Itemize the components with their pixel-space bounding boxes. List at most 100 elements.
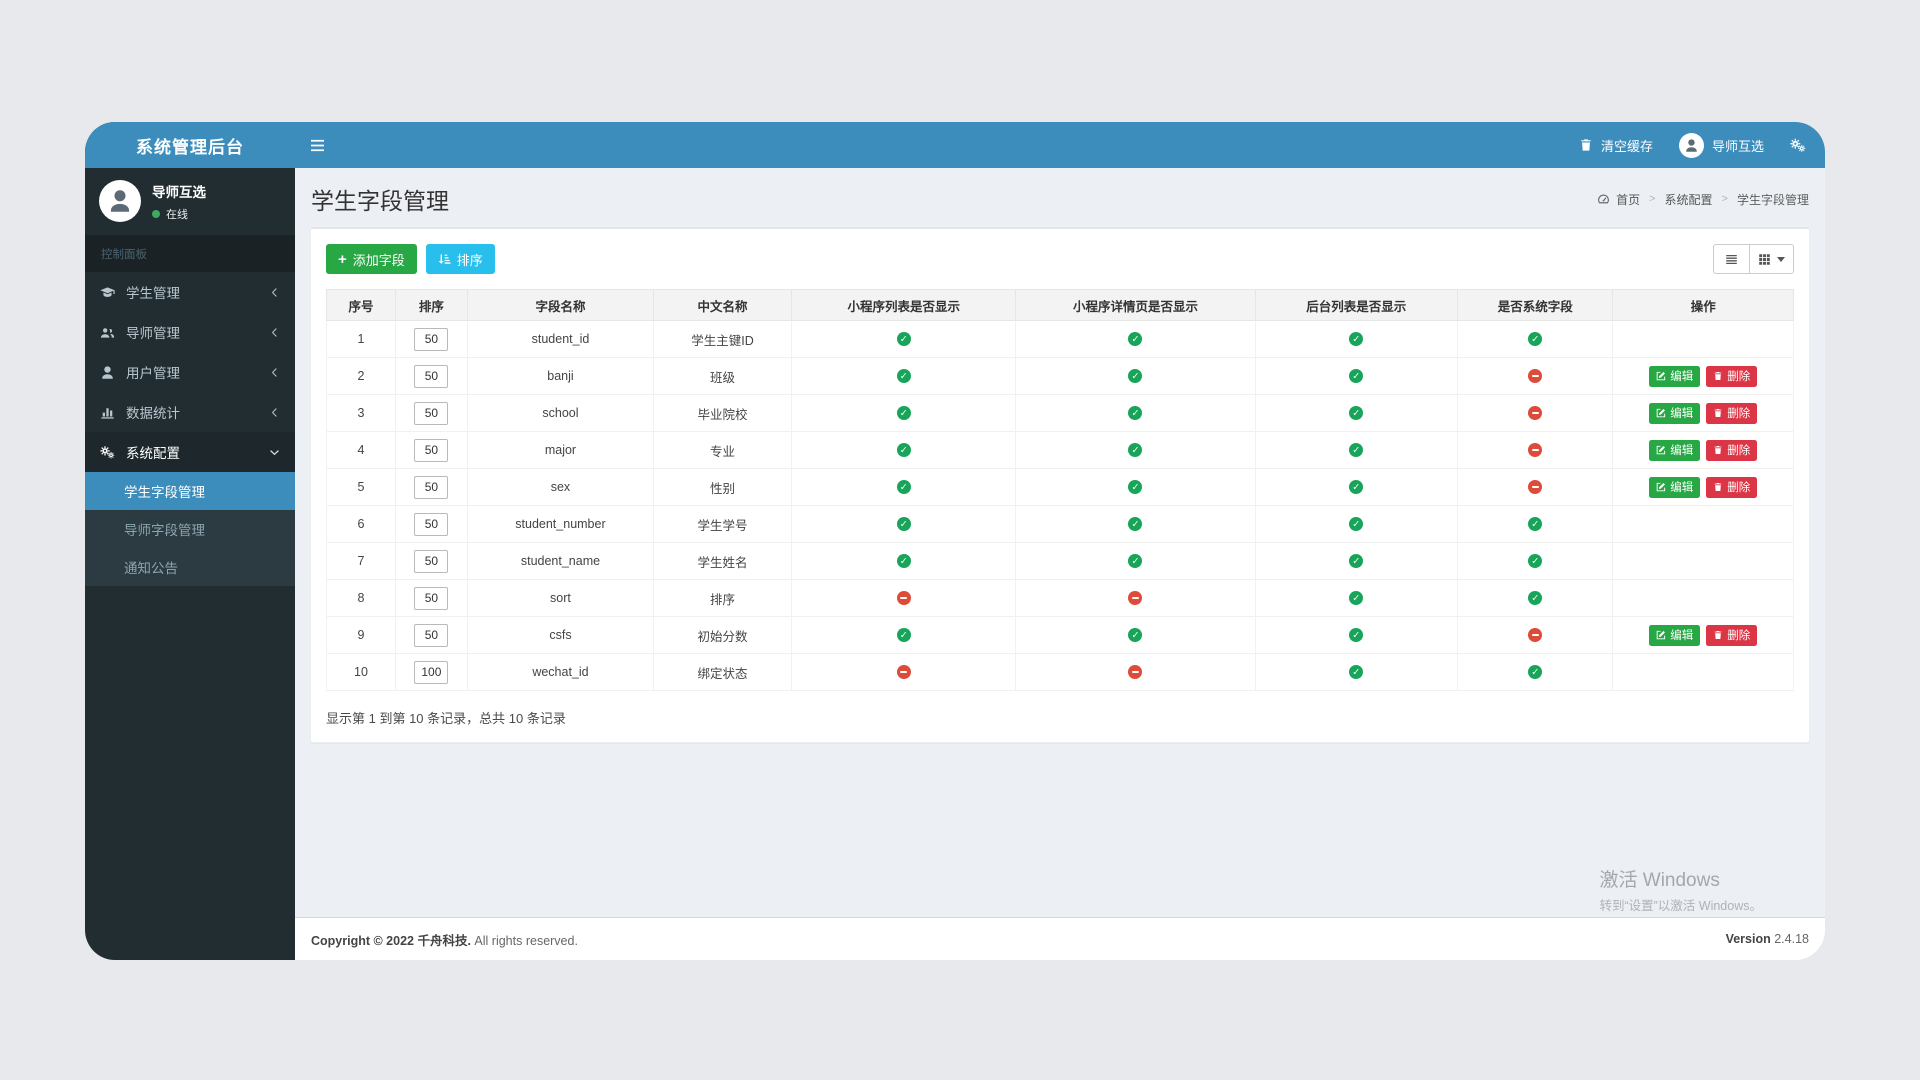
cell-field-name: student_number (466, 505, 655, 543)
sort-input[interactable] (414, 623, 449, 647)
col-mini-detail: 小程序详情页是否显示 (1015, 289, 1256, 321)
settings-button[interactable] (1777, 122, 1819, 168)
submenu-item-mentor-fields[interactable]: 导师字段管理 (124, 523, 205, 538)
check-circle-icon: ✓ (1528, 554, 1543, 569)
cell-status (1456, 431, 1614, 469)
cell-seq: 10 (326, 653, 396, 691)
sort-input[interactable] (414, 438, 449, 462)
sort-input[interactable] (414, 512, 449, 536)
sort-input[interactable] (414, 549, 449, 573)
cell-sort (394, 579, 468, 617)
sort-button[interactable]: 排序 (425, 244, 495, 274)
cell-sort (394, 542, 468, 580)
sort-input[interactable] (414, 475, 449, 499)
users-icon (100, 325, 115, 340)
cell-status (1015, 579, 1256, 617)
edit-button[interactable]: 编辑 (1649, 402, 1701, 424)
sidebar-item-label: 学生管理 (126, 286, 180, 301)
watermark-line1: 激活 Windows (1599, 870, 1720, 891)
minus-circle-icon (1128, 665, 1143, 680)
sidebar-item-statistics[interactable]: 数据统计 (85, 392, 295, 432)
delete-button[interactable]: 删除 (1706, 624, 1758, 646)
delete-button[interactable]: 删除 (1706, 476, 1758, 498)
check-circle-icon: ✓ (896, 554, 911, 569)
cell-cn-name: 班级 (653, 357, 792, 395)
sidebar-item-user-mgmt[interactable]: 用户管理 (85, 352, 295, 392)
sort-input[interactable] (414, 327, 449, 351)
sidebar-item-label: 系统配置 (126, 446, 180, 461)
submenu-item-notices[interactable]: 通知公告 (124, 561, 178, 576)
sidebar-item-student-mgmt[interactable]: 学生管理 (85, 272, 295, 312)
cell-field-name: csfs (466, 616, 655, 654)
edit-button[interactable]: 编辑 (1649, 365, 1701, 387)
cell-status: ✓ (1015, 394, 1256, 432)
check-circle-icon: ✓ (1528, 665, 1543, 680)
bar-chart-icon (100, 405, 115, 420)
check-circle-icon: ✓ (1128, 443, 1143, 458)
edit-label: 编辑 (1670, 482, 1694, 494)
clear-cache-button[interactable]: 清空缓存 (1566, 122, 1666, 168)
cell-status: ✓ (1254, 542, 1458, 580)
cell-status: ✓ (790, 431, 1017, 469)
top-navbar: 清空缓存 导师互选 (295, 122, 1825, 168)
sort-input[interactable] (414, 586, 449, 610)
col-cn-name: 中文名称 (653, 289, 792, 321)
cell-cn-name: 专业 (653, 431, 792, 469)
cell-seq: 2 (326, 357, 396, 395)
cell-cn-name: 学生主键ID (653, 320, 792, 358)
edit-button[interactable]: 编辑 (1649, 476, 1701, 498)
app-window: 系统管理后台 导师互选 在线 控制面板 学生管理 导师管理 (85, 122, 1825, 960)
sort-input[interactable] (414, 401, 449, 425)
check-circle-icon: ✓ (1128, 554, 1143, 569)
sidebar-item-mentor-mgmt[interactable]: 导师管理 (85, 312, 295, 352)
sidebar-toggle-button[interactable] (310, 122, 340, 168)
trash-icon (1713, 630, 1723, 640)
sidebar-item-label: 导师管理 (126, 326, 180, 341)
user-menu-button[interactable]: 导师互选 (1666, 122, 1777, 168)
columns-dropdown-button[interactable] (1749, 244, 1794, 274)
minus-circle-icon (1528, 406, 1543, 421)
chevron-left-icon (269, 287, 280, 298)
sort-input[interactable] (414, 660, 449, 684)
version-label: Version (1725, 932, 1771, 946)
check-circle-icon: ✓ (1349, 665, 1364, 680)
cell-status: ✓ (1015, 616, 1256, 654)
caret-down-icon (1777, 256, 1785, 262)
col-is-system: 是否系统字段 (1456, 289, 1614, 321)
sidebar-item-label: 数据统计 (126, 406, 180, 421)
sidebar-user-name: 导师互选 (152, 184, 206, 200)
sidebar-item-system-config[interactable]: 系统配置 (85, 432, 295, 472)
check-circle-icon: ✓ (896, 480, 911, 495)
cell-status: ✓ (1015, 320, 1256, 358)
delete-button[interactable]: 删除 (1706, 365, 1758, 387)
sidebar-item-label: 用户管理 (126, 366, 180, 381)
cell-actions: 编辑 删除 (1612, 394, 1794, 432)
minus-circle-icon (1528, 369, 1543, 384)
breadcrumb-home[interactable]: 首页 (1597, 191, 1640, 208)
delete-button[interactable]: 删除 (1706, 439, 1758, 461)
delete-button[interactable]: 删除 (1706, 402, 1758, 424)
cell-status: ✓ (790, 357, 1017, 395)
brand-title[interactable]: 系统管理后台 (85, 122, 295, 168)
breadcrumb-current: 学生字段管理 (1736, 192, 1809, 207)
cell-field-name: school (466, 394, 655, 432)
cell-sort (394, 468, 468, 506)
view-toggle-group (1713, 244, 1794, 274)
cell-sort (394, 320, 468, 358)
toggle-pagination-button[interactable] (1713, 244, 1750, 274)
add-field-button[interactable]: + 添加字段 (326, 244, 417, 274)
sort-input[interactable] (414, 364, 449, 388)
breadcrumb-system-config[interactable]: 系统配置 (1664, 192, 1713, 207)
cell-status: ✓ (1456, 542, 1614, 580)
cell-seq: 6 (326, 505, 396, 543)
edit-button[interactable]: 编辑 (1649, 624, 1701, 646)
submenu-item-student-fields[interactable]: 学生字段管理 (85, 472, 295, 510)
edit-label: 编辑 (1670, 630, 1694, 642)
check-circle-icon: ✓ (1349, 480, 1364, 495)
edit-icon (1656, 482, 1666, 492)
content-header: 学生字段管理 首页 > 系统配置 > 学生字段管理 (310, 180, 1810, 227)
edit-button[interactable]: 编辑 (1649, 439, 1701, 461)
cell-seq: 7 (326, 542, 396, 580)
edit-label: 编辑 (1670, 408, 1694, 420)
